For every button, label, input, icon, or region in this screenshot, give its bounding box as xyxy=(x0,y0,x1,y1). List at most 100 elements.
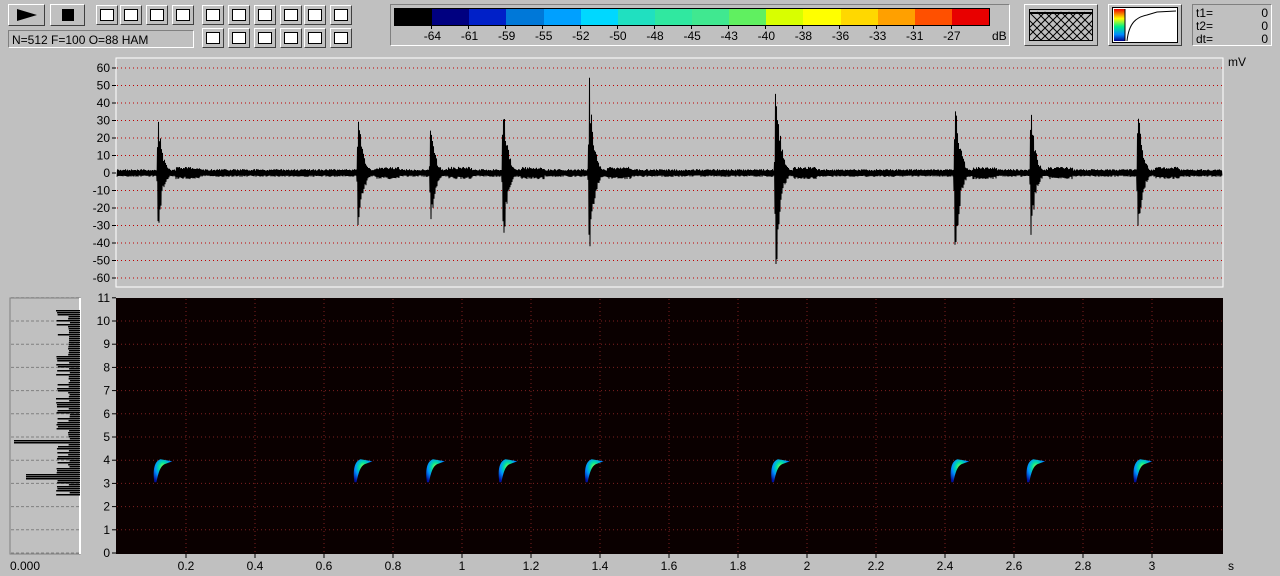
tick xyxy=(505,25,507,29)
x-tick-label: 3 xyxy=(1149,559,1156,573)
histogram-bar xyxy=(57,482,80,484)
cursor-s-button[interactable] xyxy=(280,5,302,25)
color-swatch xyxy=(840,9,878,25)
histogram-bar xyxy=(56,458,80,460)
save-button[interactable] xyxy=(120,5,142,25)
histogram-bar xyxy=(56,494,80,496)
display-mode-button[interactable] xyxy=(1024,4,1098,46)
histogram-bar xyxy=(57,410,80,412)
histogram-bar xyxy=(56,402,80,404)
histogram-bar xyxy=(69,330,80,332)
color-scale-label: -31 xyxy=(906,29,924,43)
histogram-bar xyxy=(57,360,80,362)
histogram-bar xyxy=(57,462,80,464)
envelope-button[interactable] xyxy=(146,5,168,25)
y-tick-label: 40 xyxy=(97,96,111,110)
call-spectrogram-mark xyxy=(498,459,518,483)
histogram-bar xyxy=(56,406,80,408)
dither-icon xyxy=(258,9,272,21)
histogram-bar xyxy=(56,324,80,326)
spectrum-button[interactable] xyxy=(172,5,194,25)
call-spectrogram-mark xyxy=(153,459,173,483)
frame-button[interactable] xyxy=(304,28,326,48)
histogram-bar xyxy=(68,316,80,318)
x-tick-label: 2 xyxy=(804,559,811,573)
red-frame-button[interactable] xyxy=(202,5,224,25)
grid-button[interactable] xyxy=(254,28,276,48)
call-spectrogram-mark xyxy=(1133,459,1153,483)
call-spectrogram-mark xyxy=(353,459,373,483)
open-folder-button[interactable] xyxy=(330,5,352,25)
y-tick-label: -40 xyxy=(93,236,111,250)
histogram-bar xyxy=(69,492,80,494)
layout-bars-button[interactable] xyxy=(202,28,224,48)
call-spectrogram-mark xyxy=(950,459,970,483)
y-tick-label: 7 xyxy=(103,384,110,398)
x-tick-label: 0.2 xyxy=(178,559,195,573)
histogram-bar xyxy=(57,446,80,448)
histogram-bar xyxy=(57,334,80,336)
color-swatch xyxy=(729,9,767,25)
gradient-curve-icon xyxy=(1112,7,1178,43)
histogram-bar xyxy=(69,430,80,432)
histogram-bar xyxy=(68,348,80,350)
histogram-bar xyxy=(56,320,80,322)
tick xyxy=(765,25,766,29)
tick xyxy=(579,25,581,29)
histogram-bar xyxy=(69,416,80,418)
color-scale-label: -50 xyxy=(609,29,627,43)
print-button[interactable] xyxy=(304,5,326,25)
histogram-bar xyxy=(26,474,80,476)
histogram-bar xyxy=(69,350,80,352)
histogram-bar xyxy=(56,486,80,488)
grid-blue-button[interactable] xyxy=(280,28,302,48)
db-unit-label: dB xyxy=(992,29,1007,43)
spectrogram-plot[interactable]: 0 1 2 3 4 5 6 7 8 9 10 11 0.2 0.4 0.6 0.8 1 1.2 1.4 1.6 1.8 2… xyxy=(0,290,1280,576)
contrast-curve-button[interactable] xyxy=(1108,4,1182,46)
y-tick-label: -60 xyxy=(93,271,111,285)
histogram-bar xyxy=(57,388,80,390)
dither-button[interactable] xyxy=(254,5,276,25)
tick xyxy=(468,25,470,29)
histogram-bar xyxy=(69,460,80,462)
layout-list-button[interactable] xyxy=(228,28,250,48)
histogram-bar xyxy=(14,442,80,444)
layout-bars-icon xyxy=(206,32,220,44)
color-swatch xyxy=(469,9,507,25)
x-tick-label: 2.4 xyxy=(937,559,954,573)
color-scale-label: -52 xyxy=(572,29,590,43)
histogram-bar xyxy=(56,310,80,312)
histogram-bar xyxy=(68,436,80,438)
edit-button[interactable] xyxy=(330,28,352,48)
color-scale-panel xyxy=(390,4,1010,46)
histogram-bar xyxy=(68,432,80,434)
x-tick-label: 1.4 xyxy=(592,559,609,573)
copy-window-icon xyxy=(100,9,114,21)
color-scale-label: -38 xyxy=(794,29,813,43)
crosshatch-pattern-icon xyxy=(1029,9,1093,41)
y-tick-label: 1 xyxy=(103,523,110,537)
color-scale-label: -48 xyxy=(646,29,664,43)
red-frame-icon xyxy=(206,9,220,21)
histogram-bar xyxy=(69,380,80,382)
grid-icon xyxy=(258,32,272,44)
histogram-bar xyxy=(68,434,80,436)
stop-button[interactable] xyxy=(50,4,85,26)
edit-icon xyxy=(334,32,348,44)
histogram-bar xyxy=(68,450,80,452)
waveform-plot[interactable]: 60 50 40 30 20 10 0 -10 -20 -30 -40 -50 -60 xyxy=(0,50,1280,292)
cursor-readout: t1= 0 t2= 0 dt= 0 xyxy=(1192,4,1272,46)
histogram-bar xyxy=(69,400,80,402)
y-tick-label: -10 xyxy=(93,184,111,198)
histogram-bar xyxy=(56,424,80,426)
color-swatch xyxy=(617,9,655,25)
copy-window-button[interactable] xyxy=(96,5,118,25)
color-swatch xyxy=(766,9,804,25)
histogram-bar xyxy=(57,456,80,458)
color-scale[interactable] xyxy=(394,8,990,26)
y-tick-label: 9 xyxy=(103,337,110,351)
histogram-bar xyxy=(69,414,80,416)
play-button[interactable] xyxy=(8,4,45,26)
filter-button[interactable] xyxy=(228,5,250,25)
histogram-bar xyxy=(56,448,80,450)
